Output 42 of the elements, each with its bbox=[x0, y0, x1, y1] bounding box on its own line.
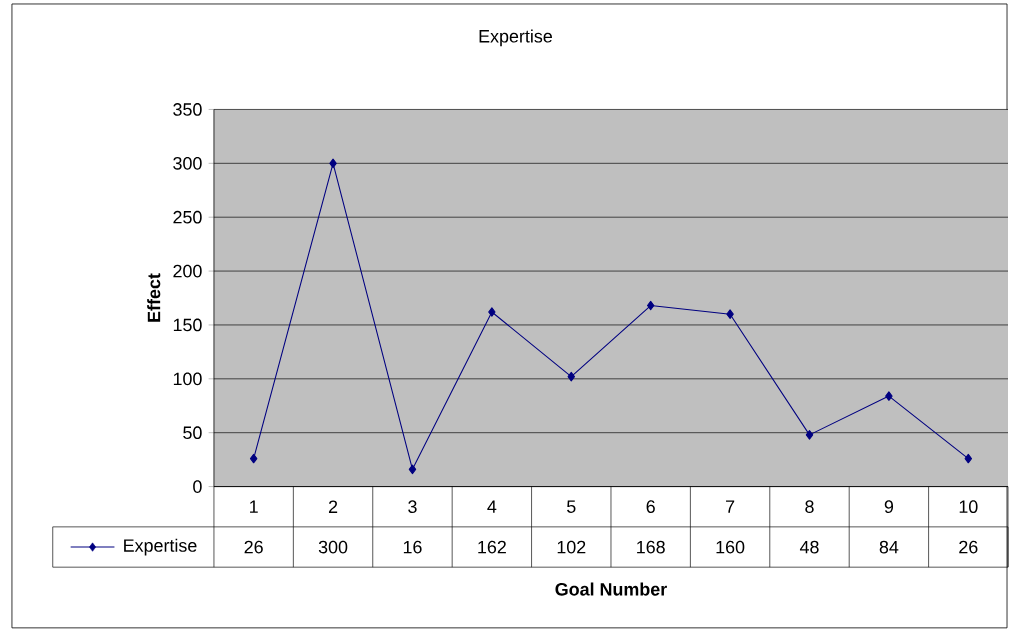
point bbox=[329, 158, 337, 169]
x-axis-title: Goal Number bbox=[555, 582, 667, 596]
data-label: 84 bbox=[879, 540, 899, 554]
point bbox=[408, 464, 417, 475]
y-tick-label: 0 bbox=[193, 480, 202, 493]
data-label: 162 bbox=[478, 540, 506, 554]
y-tick-label: 350 bbox=[173, 103, 202, 116]
x-tick-label: 7 bbox=[726, 500, 735, 513]
data-label: 26 bbox=[244, 540, 263, 554]
data-label: 48 bbox=[799, 540, 819, 554]
point bbox=[964, 453, 973, 464]
y-axis-title: Effect bbox=[147, 273, 161, 322]
point bbox=[249, 453, 258, 464]
y-tick-label: 100 bbox=[173, 372, 202, 386]
y-tick-label: 200 bbox=[173, 264, 202, 278]
point bbox=[805, 430, 814, 440]
y-tick-label: 250 bbox=[173, 210, 202, 224]
x-tick-label: 9 bbox=[884, 500, 894, 514]
data-label: 168 bbox=[637, 540, 665, 554]
point bbox=[567, 371, 575, 382]
data-label: 16 bbox=[403, 540, 422, 554]
x-tick-label: 6 bbox=[646, 500, 655, 514]
x-tick-label: 5 bbox=[567, 500, 576, 513]
x-tick-label: 1 bbox=[250, 500, 258, 513]
x-tick-label: 8 bbox=[805, 500, 814, 514]
point bbox=[646, 300, 655, 311]
x-tick-label: 10 bbox=[959, 500, 978, 514]
chart-title: Expertise bbox=[479, 29, 552, 47]
x-tick-label: 2 bbox=[328, 500, 338, 513]
x-tick-label: 4 bbox=[487, 500, 497, 513]
data-label: 26 bbox=[959, 540, 978, 554]
legend-label: Expertise bbox=[124, 538, 197, 556]
point bbox=[885, 391, 893, 401]
point bbox=[726, 309, 734, 320]
y-tick-label: 50 bbox=[183, 426, 202, 440]
data-label: 102 bbox=[557, 540, 586, 554]
y-tick-label: 300 bbox=[173, 157, 202, 170]
point bbox=[488, 307, 496, 317]
x-tick-label: 3 bbox=[408, 500, 417, 514]
data-label: 300 bbox=[318, 540, 348, 554]
y-tick-label: 150 bbox=[173, 318, 202, 332]
data-label: 160 bbox=[716, 540, 745, 554]
